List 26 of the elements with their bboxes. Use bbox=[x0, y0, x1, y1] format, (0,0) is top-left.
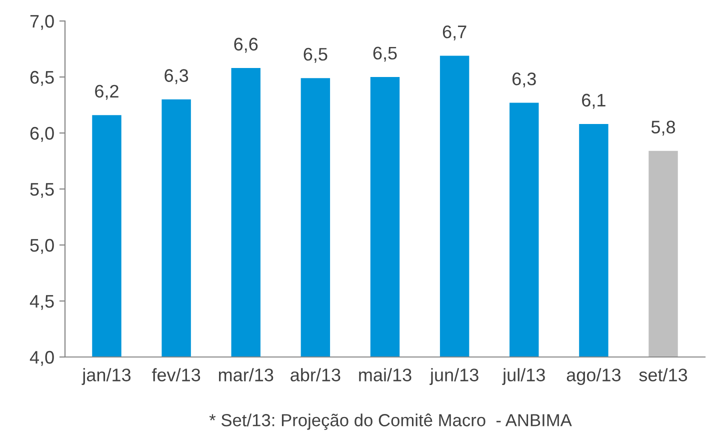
x-tick-label: fev/13 bbox=[152, 368, 200, 382]
data-label: 6,1 bbox=[582, 94, 606, 109]
data-label: 6,5 bbox=[373, 46, 397, 62]
data-label: 6,6 bbox=[234, 38, 258, 53]
data-label: 6,3 bbox=[512, 72, 536, 88]
data-label: 6,7 bbox=[442, 25, 466, 40]
data-label: 6,5 bbox=[304, 48, 328, 63]
y-tick-label: 5,0 bbox=[30, 238, 54, 254]
x-tick-label: jan/13 bbox=[82, 368, 131, 385]
x-tick-label: abr/13 bbox=[290, 368, 340, 382]
y-tick-label: 6,5 bbox=[30, 70, 54, 86]
x-tick-label: ago/13 bbox=[566, 368, 621, 385]
x-tick-label: mar/13 bbox=[218, 368, 274, 382]
y-tick-label: 4,0 bbox=[30, 350, 54, 366]
y-tick-label: 5,5 bbox=[30, 183, 54, 198]
x-tick-label: mai/13 bbox=[359, 368, 412, 382]
x-tick-label: jun/13 bbox=[430, 368, 478, 385]
text: * Set/13: Projeção do Comitê Macro - ANBIMA bbox=[209, 414, 572, 430]
y-tick-label: 4,5 bbox=[30, 295, 54, 310]
y-tick-label: 7,0 bbox=[30, 14, 54, 30]
data-label: 6,3 bbox=[164, 69, 188, 84]
x-tick-label: jul/13 bbox=[502, 368, 545, 385]
y-tick-label: 6,0 bbox=[30, 126, 54, 142]
data-label: 6,2 bbox=[95, 84, 118, 100]
data-label: 5,8 bbox=[651, 120, 676, 136]
x-tick-label: set/13 bbox=[639, 368, 688, 382]
